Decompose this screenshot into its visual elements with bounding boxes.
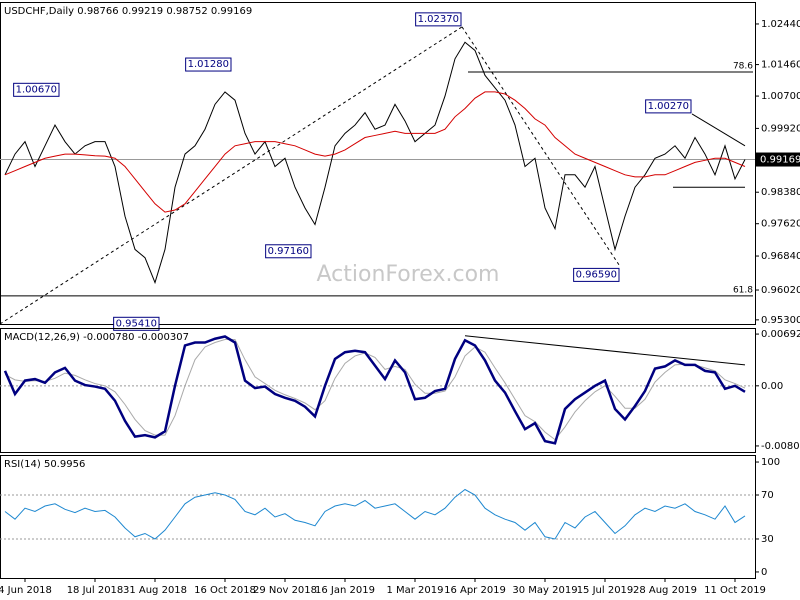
annotation-box	[113, 316, 160, 331]
trendline	[691, 113, 746, 147]
x-tick-label: 11 Oct 2019	[704, 585, 766, 596]
x-tick-label: 29 Nov 2018	[253, 585, 317, 596]
annotation-label: 0.95410	[116, 318, 157, 329]
panel-border	[0, 328, 756, 453]
annotation-label: 1.01280	[188, 59, 229, 70]
y-tick-label: 30	[761, 534, 774, 545]
trendline	[0, 26, 463, 325]
last-price-label: 0.99169	[760, 155, 800, 166]
y-tick-label: 0.00	[761, 381, 783, 392]
series-line	[4, 91, 746, 213]
x-tick-label: 4 Jun 2018	[0, 585, 52, 596]
y-tick-label: 1.01460	[761, 60, 800, 71]
annotation-box	[645, 99, 692, 114]
annotation-label: 0.97160	[268, 246, 309, 257]
price-annotation: 1.00270	[645, 99, 692, 114]
x-tick-label: 15 Jul 2019	[577, 585, 634, 596]
watermark: ActionForex.com	[317, 262, 500, 287]
panel-border	[0, 455, 756, 579]
annotation-box	[13, 82, 60, 97]
price-annotation: 1.01280	[185, 57, 232, 72]
annotation-box	[265, 244, 312, 259]
y-tick-label: 0.99920	[761, 123, 800, 134]
annotation-box	[415, 12, 462, 27]
y-tick-label: 0.98380	[761, 187, 800, 198]
trendline	[464, 335, 746, 366]
series-line	[4, 41, 746, 285]
y-tick-label: 0.96840	[761, 251, 800, 262]
x-tick-label: 16 Apr 2019	[444, 585, 506, 596]
price-annotation: 0.96590	[573, 267, 620, 282]
level-label: 78.6	[733, 62, 753, 72]
series-line	[4, 339, 746, 441]
x-tick-label: 28 Aug 2019	[633, 585, 697, 596]
x-tick-label: 31 Aug 2018	[123, 585, 187, 596]
panel-border	[0, 2, 756, 325]
y-tick-label: 0.006927	[761, 329, 800, 340]
panel-title: RSI(14) 50.9956	[4, 459, 85, 470]
annotation-box	[573, 267, 620, 282]
price-annotation: 1.00670	[13, 82, 60, 97]
panel-title: MACD(12,26,9) -0.000780 -0.000307	[4, 332, 189, 343]
y-tick-label: -0.008049	[761, 441, 800, 452]
x-tick-label: 16 Jan 2019	[315, 585, 375, 596]
y-tick-label: 0.97620	[761, 219, 800, 230]
price-annotation: 1.02370	[415, 12, 462, 27]
price-annotation: 0.97160	[265, 244, 312, 259]
x-tick-label: 16 Oct 2018	[194, 585, 256, 596]
y-tick-label: 0.95300	[761, 315, 800, 326]
trendline	[461, 26, 621, 267]
y-tick-label: 1.02440	[761, 19, 800, 30]
y-tick-label: 1.00700	[761, 91, 800, 102]
x-tick-label: 1 Mar 2019	[386, 585, 443, 596]
x-tick-label: 18 Jul 2018	[67, 585, 124, 596]
annotation-label: 1.00270	[648, 101, 689, 112]
annotation-label: 0.96590	[576, 269, 617, 280]
annotation-label: 1.02370	[418, 14, 459, 25]
series-line	[3, 335, 746, 445]
y-tick-label: 0.96020	[761, 285, 800, 296]
level-label: 61.8	[733, 285, 753, 295]
x-tick-label: 30 May 2019	[512, 585, 577, 596]
y-tick-label: 0	[761, 567, 767, 578]
series-line	[4, 488, 746, 540]
annotation-label: 1.00670	[16, 84, 57, 95]
panel-title: USDCHF,Daily 0.98766 0.99219 0.98752 0.9…	[4, 6, 252, 17]
annotation-box	[185, 57, 232, 72]
y-tick-label: 100	[761, 457, 780, 468]
last-price-box	[756, 152, 800, 167]
y-tick-label: 70	[761, 490, 774, 501]
price-annotation: 0.95410	[113, 316, 160, 331]
